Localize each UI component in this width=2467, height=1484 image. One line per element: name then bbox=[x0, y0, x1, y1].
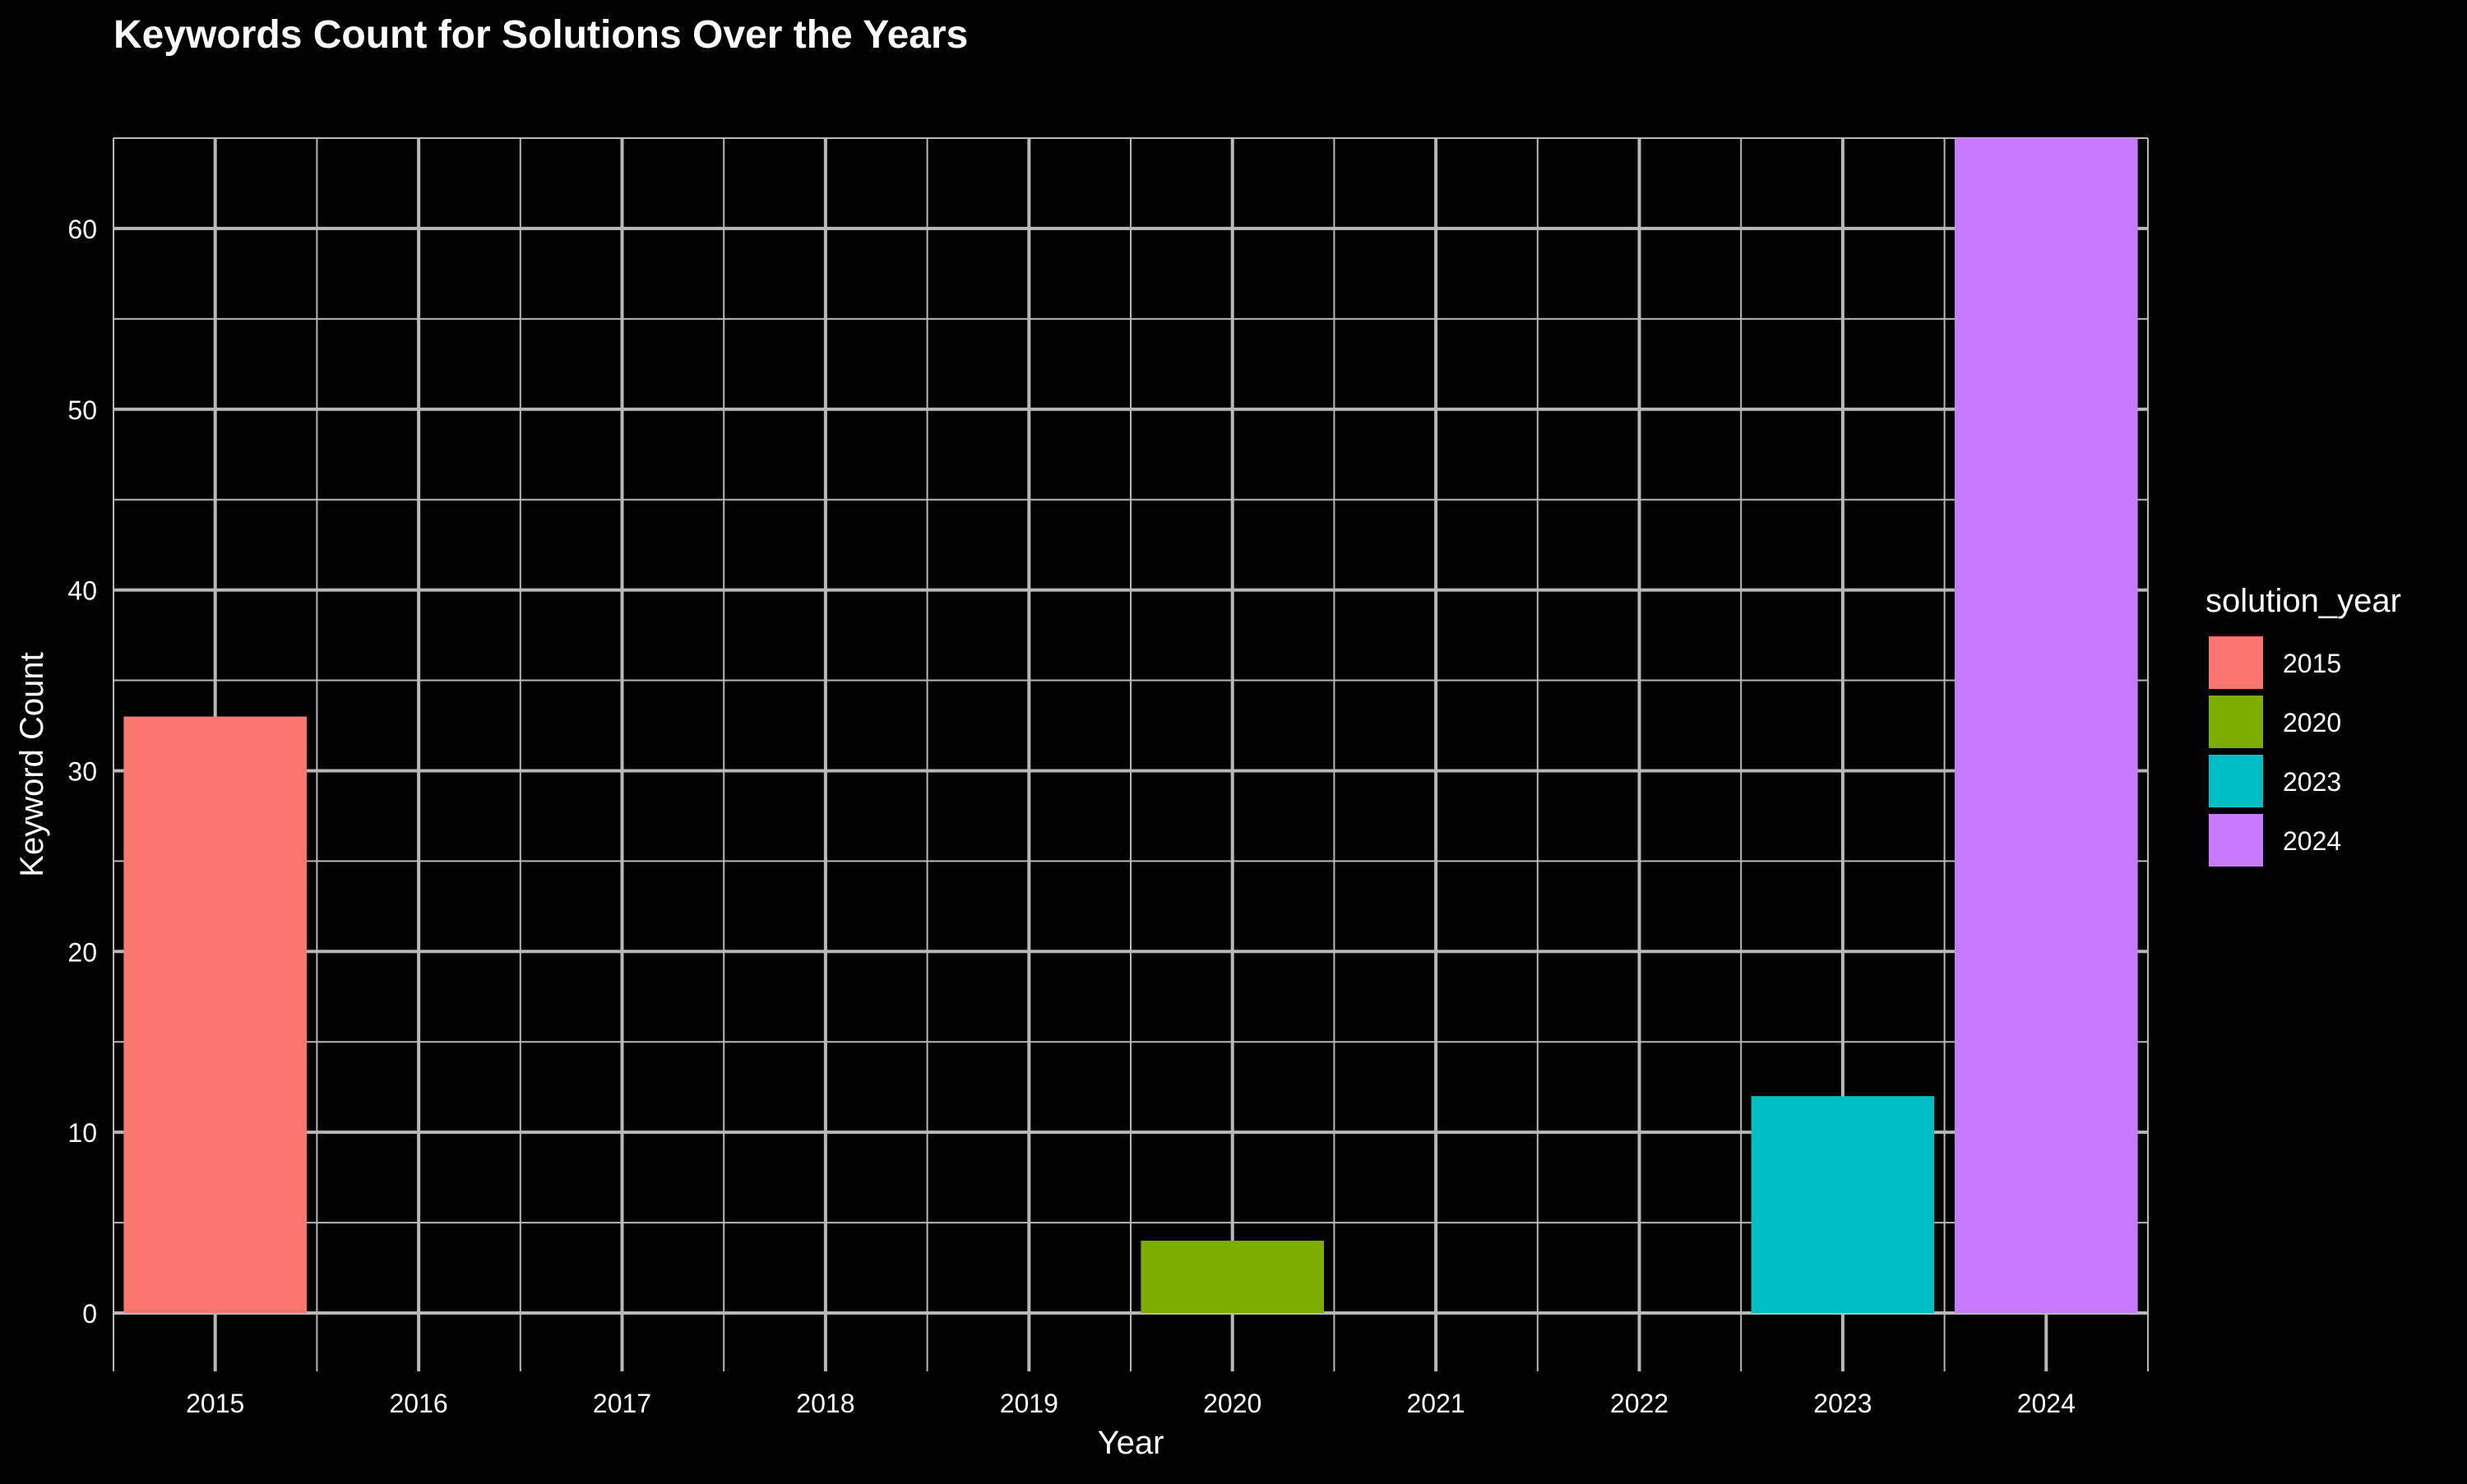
bar-2024 bbox=[1954, 138, 2138, 1313]
legend-key-2015 bbox=[2209, 636, 2263, 689]
x-tick-label: 2018 bbox=[796, 1389, 854, 1418]
x-tick-label: 2017 bbox=[593, 1389, 651, 1418]
axes: 2015 2016 2017 2018 2019 2020 2021 2022 2023 2024… bbox=[67, 215, 2075, 1418]
y-tick-label: 30 bbox=[67, 756, 97, 786]
bars bbox=[123, 138, 2138, 1313]
x-tick-label: 2019 bbox=[1000, 1389, 1058, 1418]
y-axis-label: Keyword Count bbox=[14, 652, 50, 876]
y-tick-label: 40 bbox=[67, 576, 97, 606]
x-tick-label: 2016 bbox=[390, 1389, 448, 1418]
x-tick-label: 2023 bbox=[1813, 1389, 1872, 1418]
x-tick-label: 2024 bbox=[2017, 1389, 2076, 1418]
bar-2015 bbox=[123, 716, 308, 1313]
legend-title: solution_year bbox=[2205, 583, 2401, 619]
legend-entries: 2015 2020 2023 2024 bbox=[2209, 636, 2341, 867]
legend-key-2024 bbox=[2209, 814, 2263, 867]
legend-label: 2023 bbox=[2283, 767, 2341, 797]
x-axis-label: Year bbox=[1098, 1425, 1164, 1461]
x-tick-label: 2022 bbox=[1610, 1389, 1669, 1418]
y-tick-label: 10 bbox=[67, 1118, 97, 1148]
bar-2023 bbox=[1751, 1096, 1935, 1313]
chart-title: Keywords Count for Solutions Over the Ye… bbox=[113, 13, 968, 57]
legend-label: 2020 bbox=[2283, 708, 2341, 737]
y-tick-label: 60 bbox=[67, 215, 97, 244]
y-tick-label: 0 bbox=[82, 1299, 97, 1329]
legend-key-2020 bbox=[2209, 696, 2263, 748]
x-tick-label: 2021 bbox=[1407, 1389, 1465, 1418]
legend-label: 2024 bbox=[2283, 826, 2341, 856]
y-tick-label: 20 bbox=[67, 937, 97, 967]
legend: solution_year 2015 2020 2023 2024 bbox=[2205, 583, 2401, 867]
legend-label: 2015 bbox=[2283, 649, 2341, 678]
legend-key-2023 bbox=[2209, 755, 2263, 807]
y-tick-label: 50 bbox=[67, 395, 97, 425]
x-tick-label: 2015 bbox=[186, 1389, 244, 1418]
x-tick-label: 2020 bbox=[1203, 1389, 1261, 1418]
bar-2020 bbox=[1141, 1241, 1325, 1313]
